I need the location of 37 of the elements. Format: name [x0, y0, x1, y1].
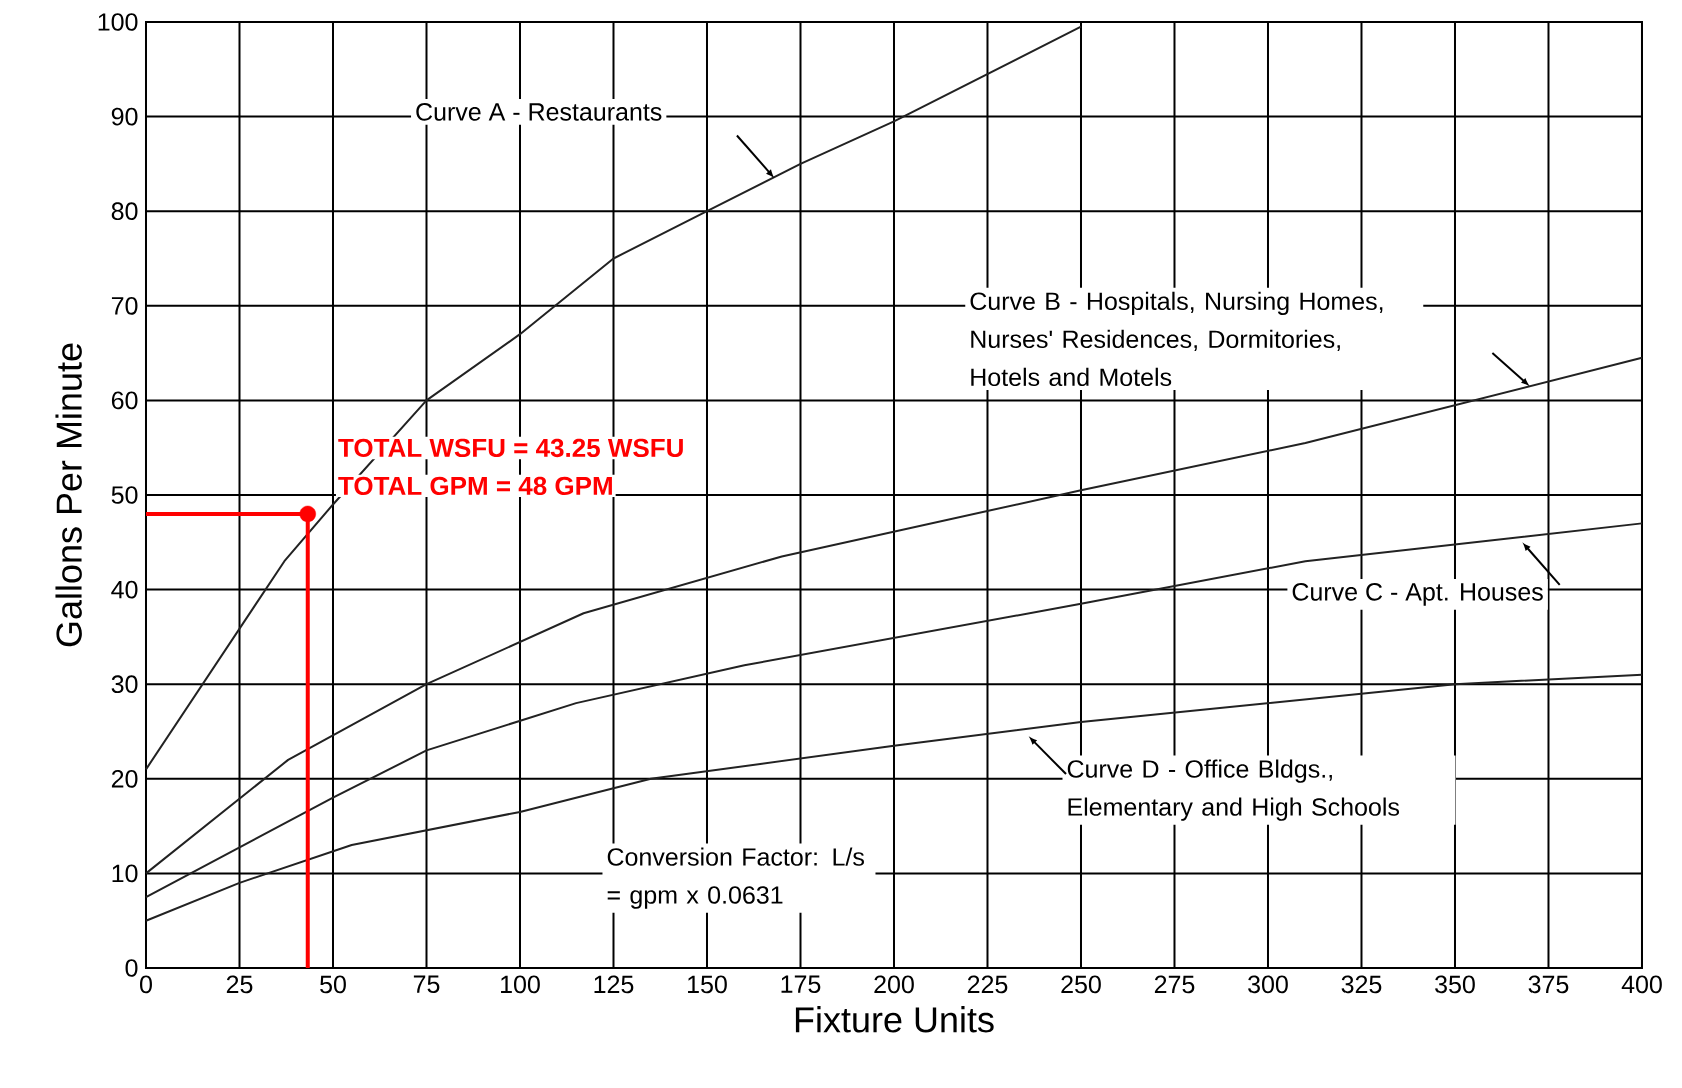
- y-tick-label: 40: [111, 580, 138, 599]
- y-tick-label: 90: [111, 107, 138, 126]
- y-tick-label: 30: [111, 675, 138, 694]
- x-tick-label: 0: [140, 975, 152, 994]
- x-tick-label: 225: [967, 975, 1008, 994]
- annotation: Curve C - Apt. Houses: [1292, 583, 1543, 606]
- x-tick-label: 50: [320, 975, 346, 994]
- y-axis-title: Gallons Per Minute: [55, 343, 82, 647]
- x-tick-label: 400: [1621, 975, 1662, 994]
- y-tick-label: 0: [125, 959, 138, 977]
- annotation: Curve B - Hospitals, Nursing Homes, Nurses' Residences, Dormitories, Hotels and Motels: [970, 291, 1383, 387]
- x-tick-label: 250: [1061, 975, 1101, 994]
- annotation: Curve A - Restaurants: [416, 103, 662, 121]
- x-axis-title: Fixture Units: [795, 1006, 994, 1033]
- y-tick-label: 100: [98, 13, 138, 31]
- y-tick-label: 80: [111, 202, 138, 221]
- y-tick-label: 20: [111, 769, 138, 788]
- y-tick-label: 50: [111, 486, 138, 504]
- x-tick-label: 350: [1435, 975, 1475, 994]
- x-tick-label: 150: [688, 975, 727, 994]
- x-tick-label: 325: [1341, 975, 1382, 994]
- x-tick-label: 375: [1528, 975, 1569, 994]
- y-tick-label: 60: [111, 391, 138, 410]
- text: TOTAL WSFU = 43.25 WSFU: [338, 438, 683, 458]
- x-tick-label: 175: [781, 975, 821, 993]
- x-tick-label: 125: [594, 975, 634, 994]
- y-tick-label: 10: [112, 864, 138, 883]
- x-tick-label: 75: [413, 975, 440, 993]
- annotation: Conversion Factor: L/s = gpm x 0.0631: [607, 847, 864, 909]
- x-tick-label: 100: [501, 975, 540, 994]
- x-tick-label: 275: [1154, 975, 1195, 994]
- y-tick-label: 70: [111, 296, 138, 315]
- x-tick-label: 200: [874, 975, 914, 994]
- x-tick-label: 300: [1248, 975, 1288, 994]
- x-tick-label: 25: [226, 975, 253, 994]
- series-label: TOTAL GPM = 48 GPM: [338, 476, 612, 496]
- annotation: Curve D - Office Bldgs., Elementary and High Schools: [1067, 759, 1400, 821]
